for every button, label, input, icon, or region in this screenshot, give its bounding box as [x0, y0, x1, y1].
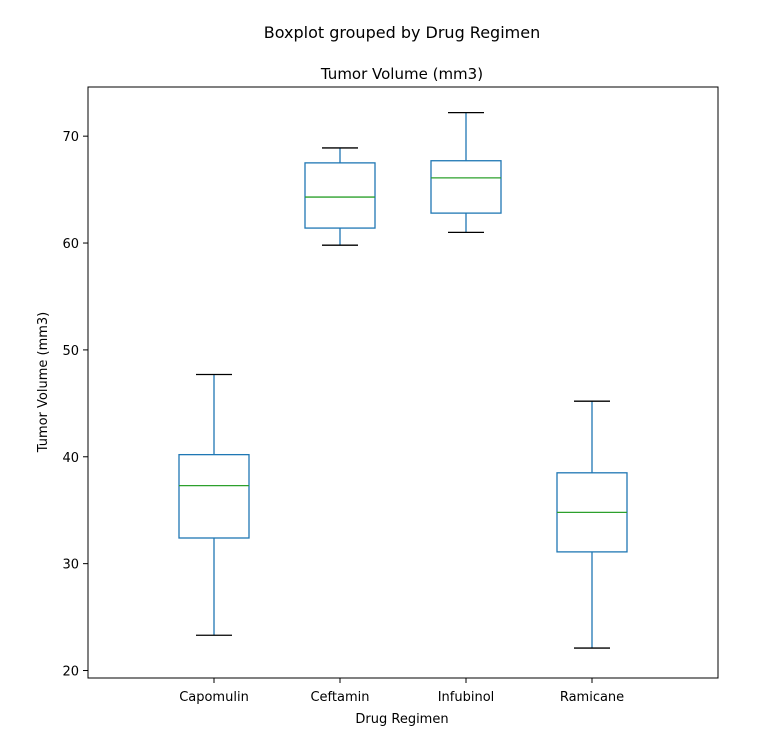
y-tick-label: 40 — [62, 451, 79, 466]
box-iqr — [178, 453, 250, 539]
box-iqr — [430, 160, 502, 214]
y-tick-label: 30 — [62, 558, 79, 573]
x-tick-label: Capomulin — [179, 690, 249, 705]
x-tick-label: Ramicane — [560, 690, 624, 705]
y-tick-label: 70 — [62, 130, 79, 145]
y-tick-label: 50 — [62, 344, 79, 359]
x-tick-label: Ceftamin — [310, 690, 369, 705]
y-axis-label: Tumor Volume (mm3) — [36, 312, 51, 454]
x-tick-label: Infubinol — [438, 690, 495, 705]
chart-title: Tumor Volume (mm3) — [320, 65, 483, 83]
chart-suptitle: Boxplot grouped by Drug Regimen — [264, 23, 540, 42]
x-axis-label: Drug Regimen — [355, 712, 448, 727]
plot-frame — [87, 86, 719, 679]
y-tick-label: 60 — [62, 237, 79, 252]
box-iqr — [304, 162, 376, 229]
y-tick-label: 20 — [62, 665, 79, 680]
